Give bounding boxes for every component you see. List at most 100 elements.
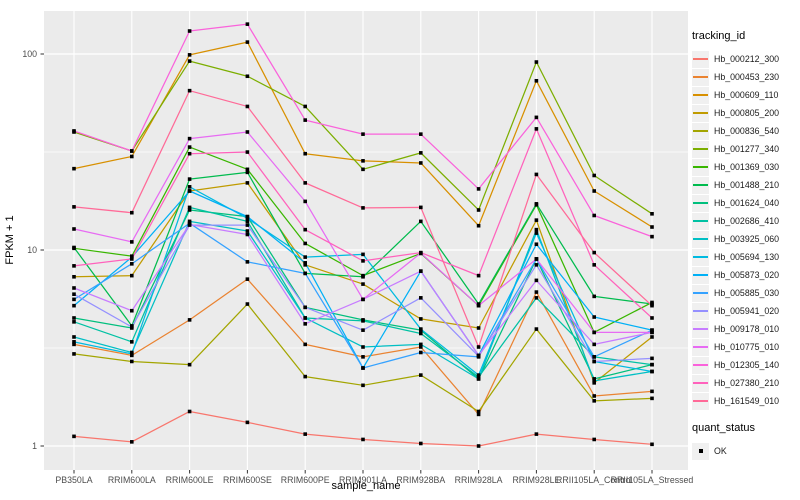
point-Hb_003925_060 bbox=[419, 342, 423, 347]
legend-key-line bbox=[693, 292, 708, 294]
x-tick-label: RRIM600LA bbox=[108, 475, 156, 485]
legend-item-label: Hb_012305_140 bbox=[714, 360, 780, 370]
point-Hb_005694_130 bbox=[187, 185, 192, 189]
point-Hb_005873_020 bbox=[130, 255, 134, 259]
legend-key-line bbox=[693, 112, 708, 114]
point-Hb_000212_300 bbox=[130, 440, 134, 444]
point-Hb_000609_110 bbox=[592, 189, 596, 193]
legend-title-tracking-id: tracking_id bbox=[692, 30, 746, 42]
point-Hb_161549_010 bbox=[592, 250, 596, 255]
point-Hb_000805_200 bbox=[419, 317, 423, 321]
point-Hb_001277_340 bbox=[419, 151, 423, 155]
point-Hb_010775_010 bbox=[476, 303, 481, 308]
legend-key-swatch bbox=[692, 50, 709, 68]
legend-key-swatch bbox=[692, 266, 709, 284]
point-Hb_001488_210 bbox=[72, 245, 76, 250]
point-Hb_000836_540 bbox=[303, 374, 307, 379]
x-tick-label: RRII105LA_Control bbox=[556, 475, 632, 485]
point-Hb_005885_030 bbox=[130, 262, 134, 266]
legend-key-swatch bbox=[692, 248, 709, 266]
point-Hb_027380_210 bbox=[650, 316, 654, 320]
point-Hb_161549_010 bbox=[361, 206, 365, 210]
legend-key-swatch bbox=[692, 230, 709, 248]
point-Hb_000836_540 bbox=[650, 396, 654, 401]
point-Hb_001277_340 bbox=[361, 167, 365, 172]
point-Hb_005941_020 bbox=[592, 359, 596, 364]
point-Hb_001488_210 bbox=[592, 294, 596, 299]
point-Hb_005941_020 bbox=[419, 296, 423, 300]
legend-key-swatch bbox=[692, 338, 709, 356]
point-Hb_161549_010 bbox=[303, 181, 307, 185]
point-Hb_000212_300 bbox=[245, 420, 250, 425]
x-tick-label: RRIM600PE bbox=[281, 475, 330, 485]
legend-key-line bbox=[693, 166, 708, 168]
legend-item-label: Hb_161549_010 bbox=[714, 396, 780, 406]
point-Hb_000836_540 bbox=[361, 383, 365, 388]
point-Hb_009178_010 bbox=[592, 342, 596, 347]
point-Hb_005885_030 bbox=[245, 260, 250, 264]
legend-title-quant-status: quant_status bbox=[692, 422, 755, 434]
legend-key-swatch bbox=[692, 442, 709, 460]
legend-key-swatch bbox=[692, 86, 709, 104]
point-Hb_000453_230 bbox=[303, 342, 307, 347]
point-Hb_000453_230 bbox=[476, 412, 481, 417]
point-Hb_005694_130 bbox=[130, 352, 134, 356]
point-Hb_003925_060 bbox=[72, 335, 76, 339]
point-Hb_000453_230 bbox=[419, 345, 423, 349]
point-Hb_027380_210 bbox=[303, 227, 307, 232]
point-Hb_000609_110 bbox=[187, 53, 192, 57]
point-Hb_002686_410 bbox=[245, 219, 250, 224]
legend-item-Hb_005694_130: Hb_005694_130 bbox=[692, 248, 800, 266]
point-Hb_003925_060 bbox=[534, 227, 539, 232]
point-Hb_003925_060 bbox=[303, 316, 307, 320]
point-Hb_001488_210 bbox=[419, 219, 423, 224]
point-Hb_012305_140 bbox=[187, 29, 192, 33]
point-Hb_005694_130 bbox=[361, 252, 365, 257]
point-Hb_003925_060 bbox=[361, 345, 365, 349]
legend-key-swatch bbox=[692, 104, 709, 122]
point-Hb_000805_200 bbox=[245, 181, 250, 185]
point-Hb_001277_340 bbox=[534, 60, 539, 64]
point-Hb_005873_020 bbox=[534, 242, 539, 247]
point-Hb_001369_030 bbox=[303, 241, 307, 246]
point-Hb_002686_410 bbox=[419, 331, 423, 336]
legend-item-Hb_161549_010: Hb_161549_010 bbox=[692, 392, 800, 410]
point-Hb_010775_010 bbox=[592, 330, 596, 335]
legend-key-swatch bbox=[692, 284, 709, 302]
legend-item-label: Hb_001369_030 bbox=[714, 162, 780, 172]
point-Hb_005941_020 bbox=[245, 223, 250, 227]
legend-item-Hb_000609_110: Hb_000609_110 bbox=[692, 86, 800, 104]
point-Hb_005941_020 bbox=[650, 356, 654, 361]
point-Hb_001277_340 bbox=[592, 173, 596, 178]
point-Hb_000212_300 bbox=[72, 434, 76, 439]
legend-key-line bbox=[693, 382, 708, 384]
point-Hb_000453_230 bbox=[361, 355, 365, 359]
point-Hb_000609_110 bbox=[476, 223, 481, 228]
point-Hb_005694_130 bbox=[72, 340, 76, 344]
legend-key-swatch bbox=[692, 122, 709, 140]
point-Hb_005885_030 bbox=[72, 297, 76, 302]
point-Hb_000609_110 bbox=[361, 159, 365, 163]
point-Hb_002686_410 bbox=[650, 362, 654, 367]
legend-item-Hb_000836_540: Hb_000836_540 bbox=[692, 122, 800, 140]
point-Hb_003925_060 bbox=[187, 219, 192, 224]
point-Hb_005941_020 bbox=[303, 305, 307, 310]
point-Hb_000609_110 bbox=[130, 154, 134, 159]
legend-key-line bbox=[693, 328, 708, 330]
legend-key-swatch bbox=[692, 68, 709, 86]
x-tick-label: RRII105LA_Stressed bbox=[611, 475, 694, 485]
point-Hb_012305_140 bbox=[130, 149, 134, 153]
point-Hb_001624_040 bbox=[72, 316, 76, 320]
legend-item-label: Hb_001624_040 bbox=[714, 198, 780, 208]
point-Hb_010775_010 bbox=[361, 297, 365, 302]
legend-item-Hb_000805_200: Hb_000805_200 bbox=[692, 104, 800, 122]
point-Hb_009178_010 bbox=[72, 286, 76, 290]
point-Hb_000212_300 bbox=[534, 432, 539, 436]
legend-item-label: Hb_000836_540 bbox=[714, 126, 780, 136]
point-Hb_000836_540 bbox=[419, 373, 423, 377]
point-Hb_005694_130 bbox=[419, 327, 423, 331]
point-Hb_000836_540 bbox=[592, 399, 596, 403]
legend-item-Hb_005873_020: Hb_005873_020 bbox=[692, 266, 800, 284]
x-tick-label: RRIM600LE bbox=[166, 475, 214, 485]
